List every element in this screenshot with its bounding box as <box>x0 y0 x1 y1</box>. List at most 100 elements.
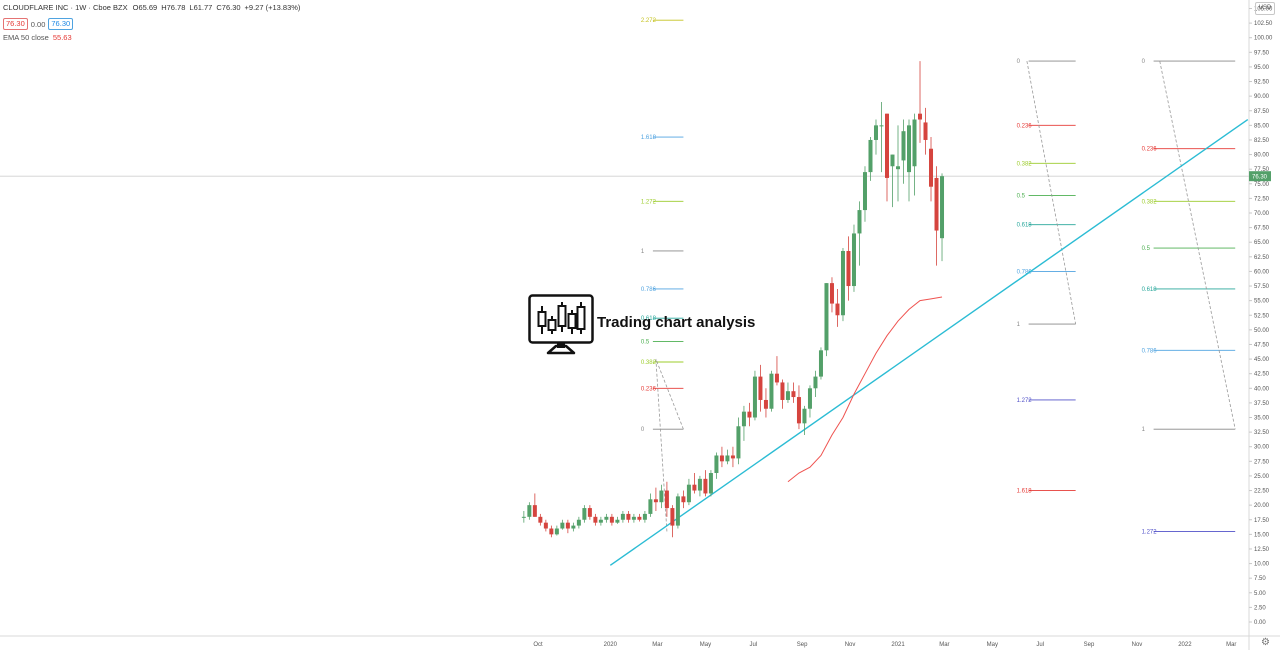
candle-down <box>758 364 763 412</box>
candle-down <box>593 513 598 526</box>
candle-up <box>615 516 620 524</box>
candle-down <box>791 382 796 403</box>
y-tick-label: 2.50 <box>1254 605 1266 611</box>
y-tick-label: 17.50 <box>1254 518 1270 524</box>
candle-up <box>560 519 565 530</box>
y-tick-label: 70.00 <box>1254 211 1270 217</box>
candle-up <box>582 505 587 523</box>
x-tick-label: Jul <box>1036 642 1044 648</box>
y-tick-label: 65.00 <box>1254 240 1270 246</box>
fib-level-label: 0.5 <box>641 340 650 346</box>
candle-up <box>697 475 702 497</box>
candle-body <box>929 148 934 187</box>
candle-body <box>576 519 581 526</box>
y-tick-label: 37.50 <box>1254 401 1270 407</box>
candle-up <box>752 370 757 421</box>
candle-body <box>593 516 598 523</box>
candle-body <box>692 484 697 491</box>
candle-up <box>642 510 647 523</box>
y-tick-label: 72.50 <box>1254 196 1270 202</box>
candle-up <box>873 119 878 155</box>
candle-body <box>923 122 928 140</box>
candle-body <box>824 283 829 351</box>
candle-body <box>780 382 785 400</box>
x-tick-label: Mar <box>652 642 662 648</box>
candle-down <box>884 113 889 202</box>
candle-body <box>802 408 807 424</box>
candle-down <box>719 446 724 468</box>
candle-up <box>598 516 603 526</box>
candle-body <box>521 516 526 518</box>
candle-down <box>609 513 614 526</box>
candle-body <box>901 131 906 161</box>
fib-level-label: 0.618 <box>1142 287 1158 293</box>
y-tick-label: 30.00 <box>1254 445 1270 451</box>
candle-body <box>538 516 543 523</box>
open-value: O65.69 <box>132 3 158 12</box>
x-tick-label: Oct <box>533 642 543 648</box>
price-badge-label: 76.30 <box>1252 174 1268 180</box>
fib-level-label: 1.272 <box>1017 398 1033 404</box>
fib-level-label: 0 <box>1142 59 1146 65</box>
fib-level-label: 1 <box>1017 322 1021 328</box>
candle-up <box>686 478 691 506</box>
candle-up <box>620 510 625 523</box>
symbol-title[interactable]: CLOUDFLARE INC · 1W · Cboe BZX <box>3 3 128 12</box>
currency-label[interactable]: USD <box>1255 2 1275 15</box>
candle-body <box>912 119 917 167</box>
candle-down <box>747 402 752 427</box>
candle-body <box>791 391 796 398</box>
candle-body <box>813 376 818 389</box>
candle-down <box>918 61 923 143</box>
candle-body <box>907 125 912 173</box>
candle-up <box>901 119 906 184</box>
candle-body <box>857 210 862 234</box>
candle-body <box>725 455 730 462</box>
close-value: C76.30 <box>216 3 241 12</box>
candle-body <box>896 166 900 170</box>
candle-up <box>554 525 559 536</box>
candle-down <box>703 470 708 497</box>
price-badge <box>1249 171 1271 182</box>
indicator-label: EMA 50 close <box>3 33 49 42</box>
fib-level-label: 1.272 <box>641 199 657 205</box>
candle-body <box>703 478 708 494</box>
candlestick-monitor-icon <box>528 294 594 361</box>
y-tick-label: 50.00 <box>1254 328 1270 334</box>
indicator-legend[interactable]: EMA 50 close 55.63 <box>3 33 72 42</box>
candle-body <box>719 455 724 462</box>
candle-body <box>741 411 746 427</box>
candle-up <box>813 370 818 398</box>
candle-body <box>918 113 923 120</box>
candle-up <box>907 119 912 202</box>
x-tick-label: 2021 <box>891 642 905 648</box>
gear-icon[interactable]: ⚙ <box>1261 637 1270 648</box>
candle-body <box>681 496 686 503</box>
candle-down <box>934 166 939 266</box>
candle-body <box>840 250 845 316</box>
fib-level-label: 0.786 <box>1142 348 1158 354</box>
candle-body <box>626 513 631 520</box>
buy-price-box[interactable]: 76.30 <box>48 18 74 30</box>
candle-body <box>769 373 774 409</box>
sell-price-box[interactable]: 76.30 <box>3 18 28 30</box>
candle-body <box>582 508 587 520</box>
x-tick-label: May <box>700 642 711 648</box>
y-tick-label: 45.00 <box>1254 357 1270 363</box>
y-tick-label: 22.50 <box>1254 489 1270 495</box>
candle-down <box>796 385 801 430</box>
candle-down <box>835 288 840 327</box>
ema-line <box>787 296 943 483</box>
candle-up <box>818 347 823 380</box>
y-tick-label: 20.00 <box>1254 503 1270 509</box>
candle-body <box>615 519 620 523</box>
fib-level-label: 1 <box>641 249 645 255</box>
y-tick-label: 55.00 <box>1254 299 1270 305</box>
candle-body <box>879 125 884 127</box>
y-tick-label: 32.50 <box>1254 430 1270 436</box>
candle-up <box>631 513 636 523</box>
candle-body <box>829 283 834 304</box>
y-tick-label: 5.00 <box>1254 591 1266 597</box>
y-tick-label: 105.00 <box>1254 7 1273 13</box>
